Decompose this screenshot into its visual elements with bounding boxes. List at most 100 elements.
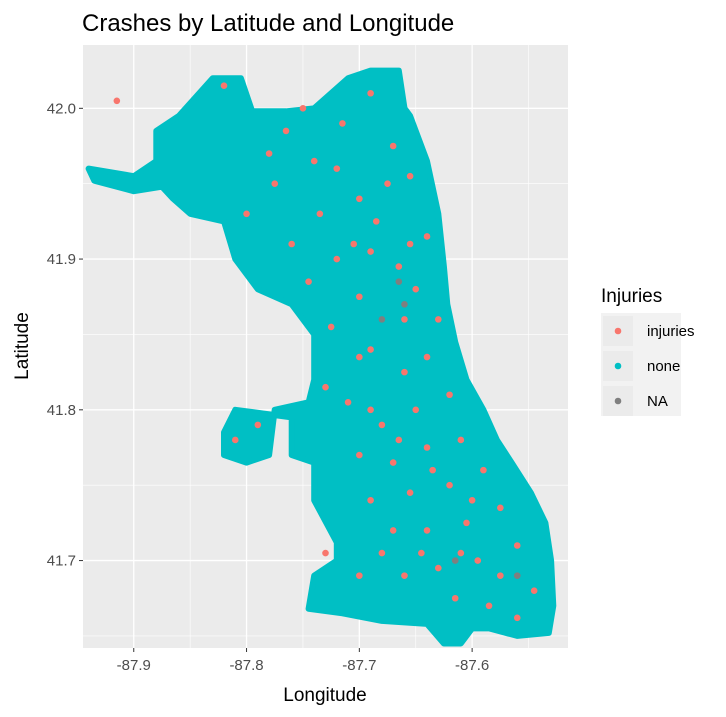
point-injuries (457, 436, 465, 444)
series-none-region (85, 67, 557, 647)
point-injuries (412, 406, 420, 414)
point-injuries (463, 519, 470, 527)
point-injuries (367, 346, 374, 353)
point-injuries (367, 248, 374, 255)
point-injuries (305, 278, 312, 285)
point-injuries (497, 504, 504, 512)
x-tick-label: -87.8 (229, 657, 263, 674)
point-injuries (401, 572, 408, 579)
point-injuries (367, 406, 374, 414)
point-injuries (356, 353, 363, 361)
y-tick-label: 42.0 (47, 100, 76, 117)
x-axis: -87.9 -87.8 -87.7 -87.6 (117, 648, 489, 674)
point-injuries (231, 436, 239, 444)
chart-title: Crashes by Latitude and Longitude (82, 10, 454, 37)
point-injuries (530, 587, 538, 595)
point-injuries (401, 316, 408, 323)
y-axis-title: Latitude (12, 312, 33, 380)
point-injuries (322, 383, 329, 391)
point-injuries (372, 218, 380, 225)
y-axis: 41.7 41.8 41.9 42.0 (47, 100, 83, 570)
point-injuries (378, 549, 386, 557)
point-injuries (378, 421, 386, 429)
point-injuries (468, 496, 476, 504)
point-injuries (513, 542, 521, 549)
point-injuries (423, 233, 431, 240)
point-injuries (310, 157, 318, 165)
point-injuries (457, 549, 465, 557)
point-injuries (220, 82, 228, 90)
point-NA (378, 316, 386, 323)
point-injuries (446, 481, 453, 489)
point-injuries (406, 172, 414, 180)
point-injuries (288, 240, 295, 248)
point-injuries (384, 180, 391, 187)
point-injuries (423, 527, 431, 534)
y-tick-label: 41.9 (47, 251, 76, 268)
point-injuries (271, 180, 279, 187)
point-injuries (350, 240, 357, 248)
point-NA (451, 557, 459, 564)
legend-title: Injuries (601, 286, 662, 307)
point-injuries (434, 316, 442, 323)
point-injuries (322, 549, 329, 557)
point-injuries (333, 255, 341, 263)
point-injuries (243, 210, 250, 218)
point-injuries (389, 142, 397, 150)
point-injuries (406, 240, 414, 248)
point-injuries (282, 127, 290, 135)
point-injuries (412, 285, 420, 293)
legend-label: injuries (647, 323, 695, 340)
legend-key-point (614, 327, 622, 335)
point-injuries (333, 165, 341, 172)
point-injuries (474, 557, 482, 564)
point-injuries (367, 496, 374, 504)
legend-label: none (647, 358, 680, 375)
point-injuries (265, 150, 273, 157)
point-injuries (451, 594, 459, 602)
point-NA (513, 572, 521, 579)
point-injuries (434, 564, 442, 572)
point-injuries (395, 436, 403, 444)
point-NA (395, 278, 403, 285)
x-tick-label: -87.7 (342, 657, 376, 674)
point-injuries (113, 97, 121, 105)
y-tick-label: 41.7 (47, 553, 76, 570)
point-injuries (446, 391, 453, 399)
point-injuries (339, 120, 346, 127)
legend-label: NA (647, 393, 668, 410)
point-injuries (395, 263, 403, 270)
y-tick-label: 41.8 (47, 402, 76, 419)
point-injuries (356, 293, 363, 301)
point-injuries (423, 353, 431, 361)
point-injuries (513, 614, 521, 622)
point-injuries (327, 323, 335, 331)
legend-key-point (614, 362, 622, 370)
point-injuries (406, 489, 414, 497)
point-injuries (356, 451, 363, 459)
point-injuries (389, 527, 397, 534)
x-tick-label: -87.9 (117, 657, 151, 674)
x-axis-title: Longitude (283, 685, 366, 706)
point-injuries (356, 195, 363, 203)
point-injuries (429, 466, 436, 474)
point-injuries (485, 602, 493, 610)
data-layer (85, 67, 557, 647)
point-injuries (480, 466, 487, 474)
point-injuries (356, 572, 363, 579)
legend-key-point (614, 397, 622, 405)
x-tick-label: -87.6 (455, 657, 489, 674)
legend: Injuries injuries none NA (601, 286, 695, 416)
point-injuries (389, 459, 397, 466)
point-injuries (254, 421, 262, 429)
point-injuries (367, 89, 374, 97)
point-injuries (418, 549, 425, 557)
point-NA (401, 300, 408, 308)
point-injuries (316, 210, 324, 218)
point-injuries (299, 105, 307, 112)
point-injuries (401, 368, 408, 376)
point-injuries (344, 398, 352, 406)
point-injuries (423, 444, 431, 451)
point-injuries (497, 572, 504, 579)
